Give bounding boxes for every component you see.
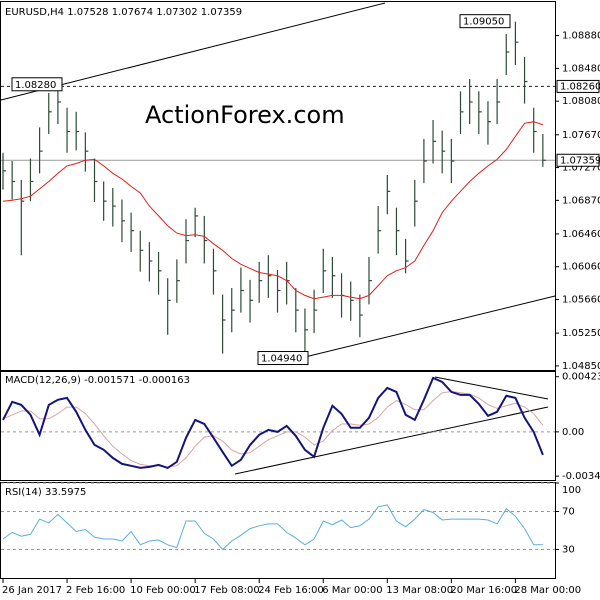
chart-title: EURUSD,H4 1.07528 1.07674 1.07302 1.0735… [5, 7, 242, 18]
y-tick-label: 1.08080 [562, 96, 600, 107]
price-panel [0, 1, 556, 371]
y-tick-label: 1.06060 [562, 262, 600, 273]
annotation-box [257, 351, 309, 366]
moving-average [2, 121, 544, 300]
watermark: ActionForex.com [145, 101, 345, 129]
y-tick-label: 1.05250 [562, 328, 600, 339]
y-tick-label: 1.08480 [562, 63, 600, 74]
macd-panel [0, 371, 556, 481]
rsi-line [2, 504, 543, 551]
y-tick-label: 1.07670 [562, 130, 600, 141]
x-tick-label: 24 Feb 16:00 [258, 585, 324, 596]
channel-upper [0, 2, 386, 101]
macd-y-tick-label: -0.003404 [562, 471, 600, 482]
macd-y-tick-label: 0.00 [562, 427, 584, 438]
macd-title: MACD(12,26,9) -0.001571 -0.000163 [5, 375, 190, 386]
annotation-label: 1.04940 [261, 354, 302, 365]
annotation-box [459, 14, 511, 29]
price-level-label: 1.08260 [560, 81, 600, 92]
y-tick-label: 1.05660 [562, 295, 600, 306]
price-level-label: 1.07359 [560, 155, 600, 166]
annotation-label: 1.08280 [15, 80, 56, 91]
y-tick-label: 1.06870 [562, 195, 600, 206]
macd-y-tick-label: 0.004238 [562, 372, 600, 383]
rsi-y-tick-label: 100 [562, 485, 581, 496]
x-tick-label: 2 Feb 16:00 [66, 585, 125, 596]
channel-lower [304, 295, 556, 358]
annotation-box [11, 77, 63, 92]
rsi-y-tick-label: 70 [562, 507, 575, 518]
price-level-box [556, 153, 600, 167]
rsi-y-tick-label: 30 [562, 545, 575, 556]
annotation-label: 1.09050 [463, 17, 504, 28]
rsi-title: RSI(14) 33.5975 [5, 487, 86, 498]
x-tick-label: 17 Feb 08:00 [194, 585, 260, 596]
macd-trend-upper [434, 376, 549, 400]
y-tick-label: 1.06460 [562, 229, 600, 240]
x-tick-label: 28 Mar 00:00 [514, 585, 581, 596]
x-tick-label: 20 Mar 16:00 [450, 585, 517, 596]
y-tick-label: 1.04850 [562, 361, 600, 372]
price-level-box [556, 79, 600, 93]
macd-trend-lower [234, 406, 549, 475]
x-tick-label: 10 Feb 00:00 [130, 585, 196, 596]
x-tick-label: 13 Mar 08:00 [386, 585, 453, 596]
y-tick-label: 1.08880 [562, 31, 600, 42]
y-tick-label: 1.07270 [562, 163, 600, 174]
x-tick-label: 6 Mar 00:00 [322, 585, 382, 596]
x-tick-label: 26 Jan 2017 [2, 585, 62, 596]
macd-line [2, 376, 544, 470]
